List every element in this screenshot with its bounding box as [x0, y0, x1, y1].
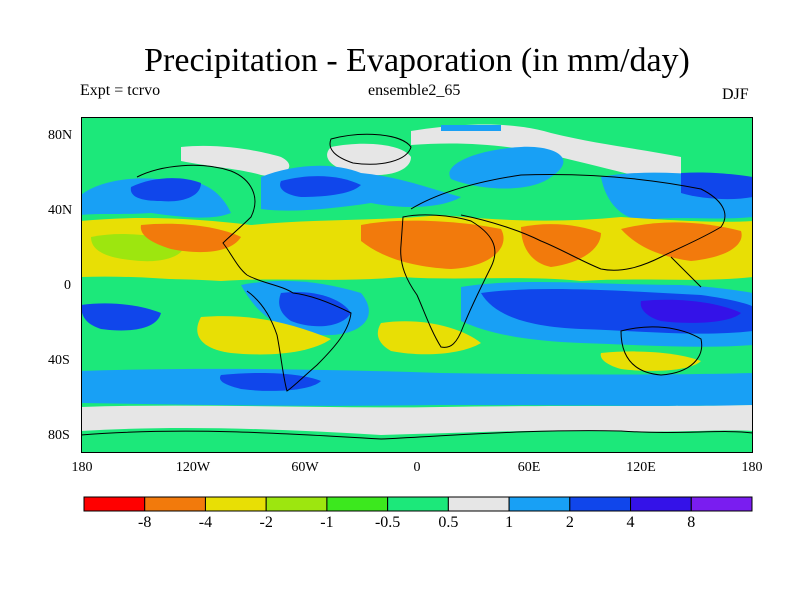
north-polar-field: [81, 117, 753, 159]
y-tick-0: 0: [64, 278, 71, 293]
arctic-blue-strip: [441, 125, 501, 131]
y-tick-80n: 80N: [48, 128, 73, 143]
amazon-core: [279, 291, 351, 327]
arctic-gray-band: [411, 124, 681, 187]
x-tick-60e: 60E: [517, 460, 541, 475]
greenland-gray: [327, 143, 411, 176]
drake-passage-core: [219, 373, 321, 391]
precipitation-map: [81, 117, 753, 453]
north-atlantic-core: [280, 176, 361, 197]
coastline-africa: [400, 214, 496, 348]
kuroshio-core: [681, 172, 753, 200]
maritime-continent-core: [640, 299, 741, 323]
x-tick-180w: 180: [71, 460, 93, 475]
map-frame: [81, 117, 753, 453]
colorbar-swatch: [265, 496, 328, 512]
x-tick-180e: 180: [741, 460, 763, 475]
ensemble-label: ensemble2_65: [368, 82, 461, 99]
coastline-south-america: [246, 274, 352, 392]
coastline-north-america: [136, 164, 256, 276]
coastline-australia: [620, 326, 703, 376]
south-pacific-yellow: [197, 316, 331, 355]
coastline-philippines: [670, 256, 702, 288]
colorbar: [83, 496, 753, 512]
page-title: Precipitation - Evaporation (in mm/day): [144, 42, 690, 79]
australia-yellow: [600, 351, 701, 371]
x-tick-120e: 120E: [626, 460, 656, 475]
colorbar-label: -8: [138, 514, 152, 531]
siberia-blue: [449, 146, 564, 189]
sahara-atlantic-orange: [361, 220, 504, 269]
x-tick-60w: 60W: [291, 460, 319, 475]
colorbar-swatch: [387, 496, 449, 512]
antarctic-green: [81, 428, 753, 453]
season-label: DJF: [722, 86, 749, 103]
y-tick-40s: 40S: [48, 353, 70, 368]
colorbar-swatch: [83, 496, 146, 512]
coastline-greenland: [329, 133, 412, 165]
colorbar-swatch: [326, 496, 389, 512]
colorbar-label: -1: [320, 514, 334, 531]
x-tick-120w: 120W: [175, 460, 211, 475]
colorbar-label: 1: [505, 514, 514, 531]
colorbar-swatch: [204, 496, 267, 512]
north-america-gray: [181, 145, 290, 176]
colorbar-label: -4: [198, 514, 213, 531]
y-tick-40n: 40N: [48, 203, 73, 218]
colorbar-label: -0.5: [374, 514, 401, 531]
y-tick-80s: 80S: [48, 428, 70, 443]
coastline-eurasia: [410, 174, 726, 271]
colorbar-swatch: [447, 496, 510, 512]
north-pacific-core: [130, 178, 201, 202]
colorbar-swatch: [144, 496, 206, 512]
colorbar-label: 8: [687, 514, 696, 531]
coastlines: [81, 133, 753, 440]
arabian-orange: [521, 224, 601, 267]
x-tick-0: 0: [413, 460, 421, 475]
colorbar-swatch: [569, 496, 632, 512]
experiment-label: Expt = tcrvo: [80, 82, 161, 99]
south-pacific-blue: [81, 303, 161, 331]
colorbar-swatch: [508, 496, 571, 512]
colorbar-label: 0.5: [438, 514, 459, 531]
colorbar-label: -2: [259, 514, 273, 531]
south-atlantic-yellow: [377, 321, 481, 355]
colorbar-label: 2: [565, 514, 574, 531]
coastline-antarctica: [81, 430, 753, 440]
colorbar-label: 4: [626, 514, 635, 531]
colorbar-swatch: [630, 496, 692, 512]
colorbar-swatch: [690, 496, 753, 512]
east-pacific-orange: [140, 223, 241, 253]
